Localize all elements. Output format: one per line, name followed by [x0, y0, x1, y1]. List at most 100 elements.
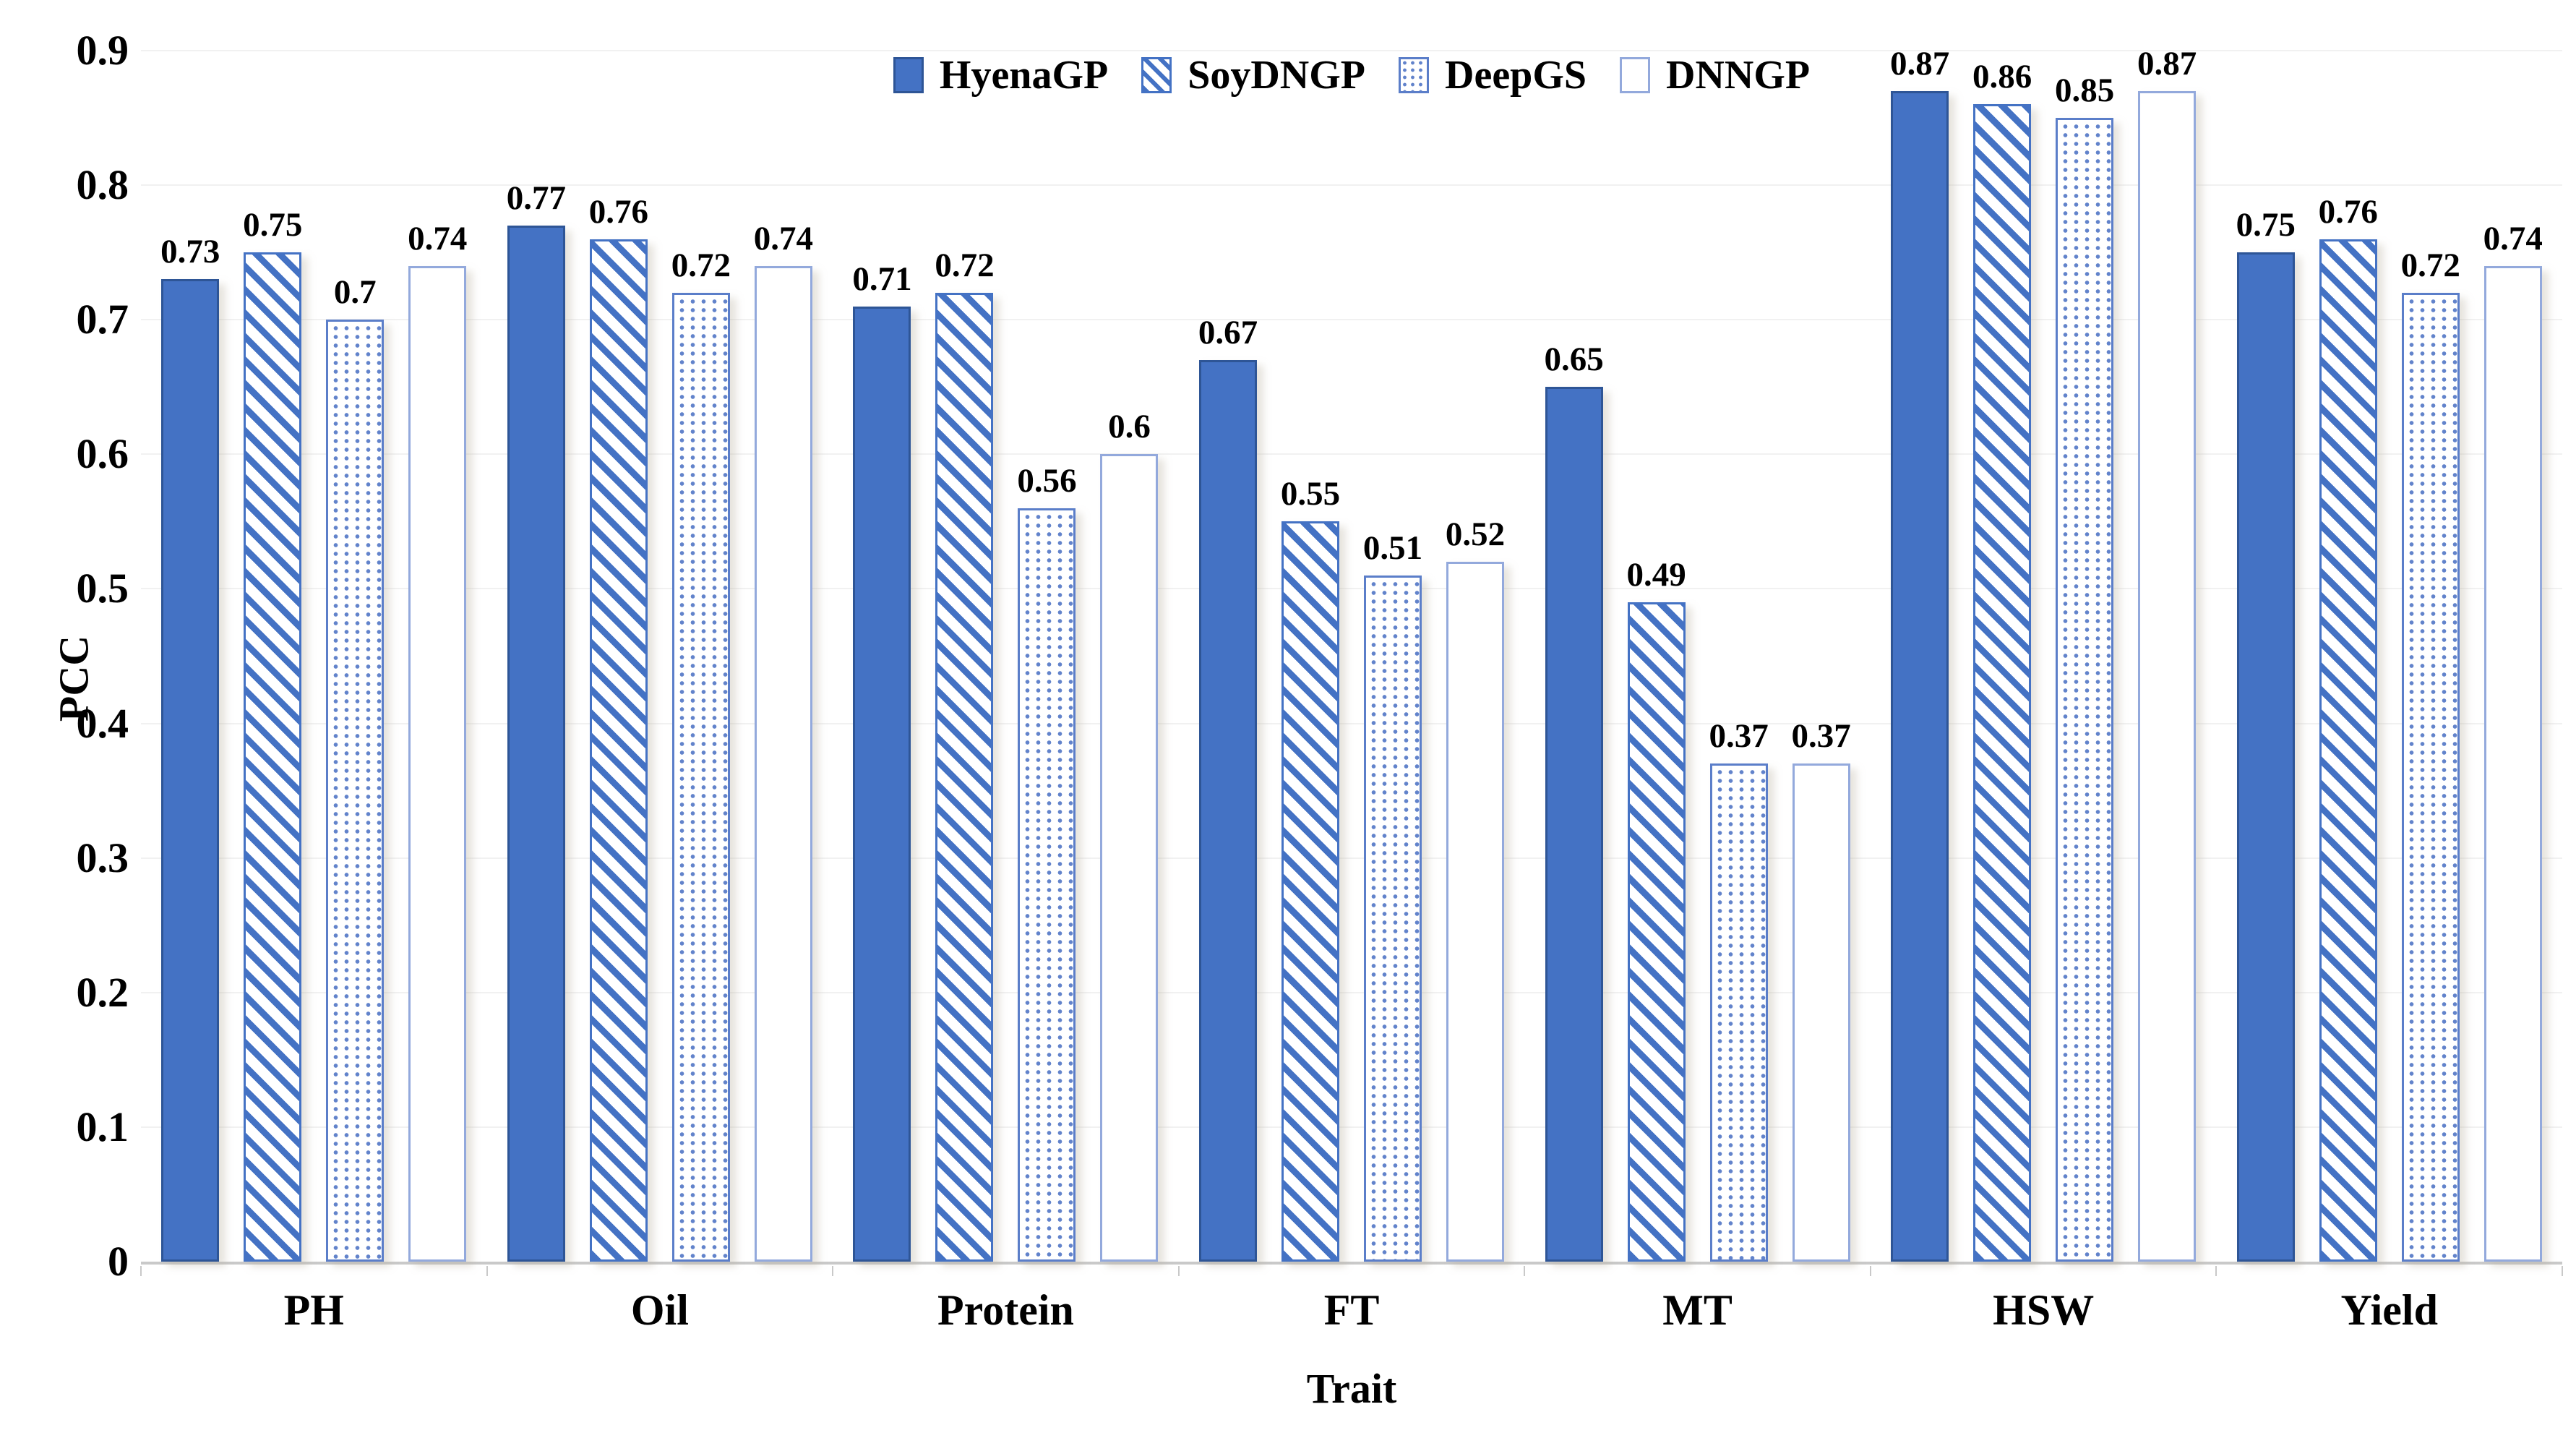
- barwrap-DeepGS-Oil: 0.72: [671, 249, 731, 1262]
- value-label-DeepGS-HSW: 0.85: [2055, 72, 2115, 110]
- bar-HyenaGP-FT: [1199, 360, 1258, 1262]
- x-axis-tick: [832, 1266, 834, 1276]
- bar-DNNGP-Yield: [2483, 265, 2542, 1262]
- value-label-DNNGP-Protein: 0.6: [1108, 408, 1151, 446]
- barwrap-HyenaGP-HSW: 0.87: [1890, 46, 1949, 1262]
- value-label-SoyDNGP-HSW: 0.86: [1972, 58, 2032, 96]
- category-label-FT: FT: [1323, 1286, 1380, 1334]
- barwrap-DeepGS-Yield: 0.72: [2401, 249, 2460, 1262]
- bar-DNNGP-Oil: [754, 265, 812, 1262]
- bar-SoyDNGP-Yield: [2319, 239, 2377, 1262]
- value-label-DNNGP-HSW: 0.87: [2137, 44, 2197, 82]
- gridline-0.7: [141, 319, 2562, 321]
- category-label-PH: PH: [283, 1286, 344, 1334]
- bar-SoyDNGP-HSW: [1973, 104, 2032, 1262]
- value-label-DeepGS-Protein: 0.56: [1017, 461, 1077, 500]
- barwrap-DNNGP-FT: 0.52: [1446, 518, 1505, 1262]
- y-tick-label-0.1: 0.1: [76, 1103, 129, 1150]
- legend-item-SoyDNGP: SoyDNGP: [1141, 55, 1365, 95]
- legend-label-DNNGP: DNNGP: [1666, 53, 1811, 98]
- legend-swatch-DNNGP: [1620, 57, 1651, 93]
- legend-swatch-DeepGS: [1399, 57, 1430, 93]
- value-label-HyenaGP-Yield: 0.75: [2236, 206, 2296, 244]
- y-tick-label-0.3: 0.3: [76, 834, 129, 881]
- barwrap-DNNGP-MT: 0.37: [1791, 719, 1851, 1262]
- barwrap-DeepGS-PH: 0.7: [326, 275, 385, 1262]
- bar-group-PH: 0.73 0.75 0.7 0.74: [141, 51, 487, 1262]
- x-axis-tick: [1177, 1266, 1180, 1276]
- value-label-DNNGP-MT: 0.37: [1791, 717, 1851, 756]
- bar-group-HSW: 0.87 0.86 0.85 0.87: [1871, 46, 2217, 1262]
- barwrap-DNNGP-Yield: 0.74: [2483, 221, 2543, 1262]
- legend-label-SoyDNGP: SoyDNGP: [1188, 53, 1366, 98]
- barwrap-HyenaGP-Yield: 0.75: [2236, 208, 2296, 1262]
- x-axis-tick: [1869, 1266, 1871, 1276]
- value-label-DNNGP-Yield: 0.74: [2483, 219, 2543, 257]
- bar-DeepGS-MT: [1709, 763, 1768, 1262]
- legend-item-DeepGS: DeepGS: [1399, 55, 1587, 95]
- barwrap-HyenaGP-FT: 0.67: [1198, 316, 1258, 1262]
- value-label-SoyDNGP-Oil: 0.76: [588, 192, 648, 231]
- barwrap-DeepGS-FT: 0.51: [1363, 531, 1422, 1262]
- bar-DNNGP-PH: [408, 265, 467, 1262]
- value-label-HyenaGP-HSW: 0.87: [1890, 44, 1950, 82]
- bar-group-Yield: 0.75 0.76 0.72 0.74: [2216, 51, 2562, 1262]
- bar-DNNGP-Protein: [1100, 454, 1159, 1262]
- y-tick-label-0.7: 0.7: [76, 296, 129, 343]
- bar-SoyDNGP-Oil: [589, 239, 648, 1262]
- bar-HyenaGP-Yield: [2236, 252, 2295, 1262]
- barwrap-HyenaGP-Oil: 0.77: [507, 181, 566, 1262]
- bar-DeepGS-Oil: [671, 293, 730, 1262]
- legend-swatch-SoyDNGP: [1141, 57, 1172, 93]
- bar-DeepGS-Protein: [1018, 508, 1076, 1262]
- value-label-SoyDNGP-FT: 0.55: [1280, 475, 1341, 513]
- value-label-HyenaGP-Oil: 0.77: [506, 179, 566, 217]
- value-label-SoyDNGP-MT: 0.49: [1626, 556, 1686, 594]
- legend-swatch-HyenaGP: [893, 57, 924, 93]
- legend-item-HyenaGP: HyenaGP: [893, 55, 1108, 95]
- value-label-DeepGS-PH: 0.7: [333, 273, 377, 312]
- category-label-HSW: HSW: [1993, 1286, 2095, 1334]
- bar-DNNGP-FT: [1446, 562, 1505, 1262]
- gridline-0.8: [141, 184, 2562, 187]
- y-tick-label-0.8: 0.8: [76, 161, 129, 209]
- gridline-0.3: [141, 857, 2562, 859]
- bar-HyenaGP-Oil: [507, 225, 565, 1262]
- value-label-SoyDNGP-Protein: 0.72: [935, 247, 995, 284]
- barwrap-SoyDNGP-PH: 0.75: [243, 208, 302, 1262]
- value-label-SoyDNGP-Yield: 0.76: [2318, 192, 2378, 231]
- value-label-HyenaGP-PH: 0.73: [160, 233, 220, 271]
- legend-label-DeepGS: DeepGS: [1445, 53, 1587, 98]
- category-label-MT: MT: [1662, 1286, 1733, 1334]
- value-label-SoyDNGP-PH: 0.75: [243, 206, 303, 244]
- barwrap-DNNGP-HSW: 0.87: [2137, 46, 2197, 1262]
- gridline-0.6: [141, 453, 2562, 455]
- barwrap-SoyDNGP-Protein: 0.72: [935, 249, 995, 1262]
- value-label-DeepGS-MT: 0.37: [1709, 717, 1769, 756]
- barwrap-DeepGS-MT: 0.37: [1709, 719, 1769, 1262]
- bar-group-Oil: 0.77 0.76 0.72 0.74: [487, 51, 833, 1262]
- barwrap-HyenaGP-PH: 0.73: [160, 235, 220, 1262]
- x-axis-tick: [2562, 1266, 2563, 1276]
- x-axis-tick: [1524, 1266, 1526, 1276]
- barwrap-SoyDNGP-FT: 0.55: [1281, 477, 1340, 1262]
- bar-DeepGS-HSW: [2056, 118, 2114, 1262]
- x-axis-tick: [486, 1266, 488, 1276]
- value-label-DNNGP-Oil: 0.74: [753, 219, 813, 257]
- category-label-Oil: Oil: [630, 1286, 689, 1334]
- value-label-DeepGS-Yield: 0.72: [2400, 247, 2460, 284]
- bar-SoyDNGP-Protein: [935, 293, 994, 1262]
- value-label-DNNGP-PH: 0.74: [408, 219, 468, 257]
- barwrap-DeepGS-HSW: 0.85: [2055, 74, 2114, 1262]
- y-tick-label-0.4: 0.4: [76, 699, 129, 747]
- bar-DeepGS-PH: [326, 320, 385, 1262]
- bar-SoyDNGP-FT: [1281, 521, 1340, 1262]
- barwrap-DeepGS-Protein: 0.56: [1017, 463, 1077, 1262]
- gridline-0.9: [141, 50, 2562, 51]
- barwrap-SoyDNGP-Oil: 0.76: [589, 194, 648, 1262]
- bar-HyenaGP-MT: [1545, 387, 1603, 1262]
- value-label-DeepGS-FT: 0.51: [1362, 529, 1423, 567]
- category-label-Protein: Protein: [937, 1286, 1074, 1334]
- category-label-Yield: Yield: [2340, 1286, 2438, 1334]
- legend: HyenaGP SoyDNGP DeepGS DNNGP: [141, 55, 2562, 95]
